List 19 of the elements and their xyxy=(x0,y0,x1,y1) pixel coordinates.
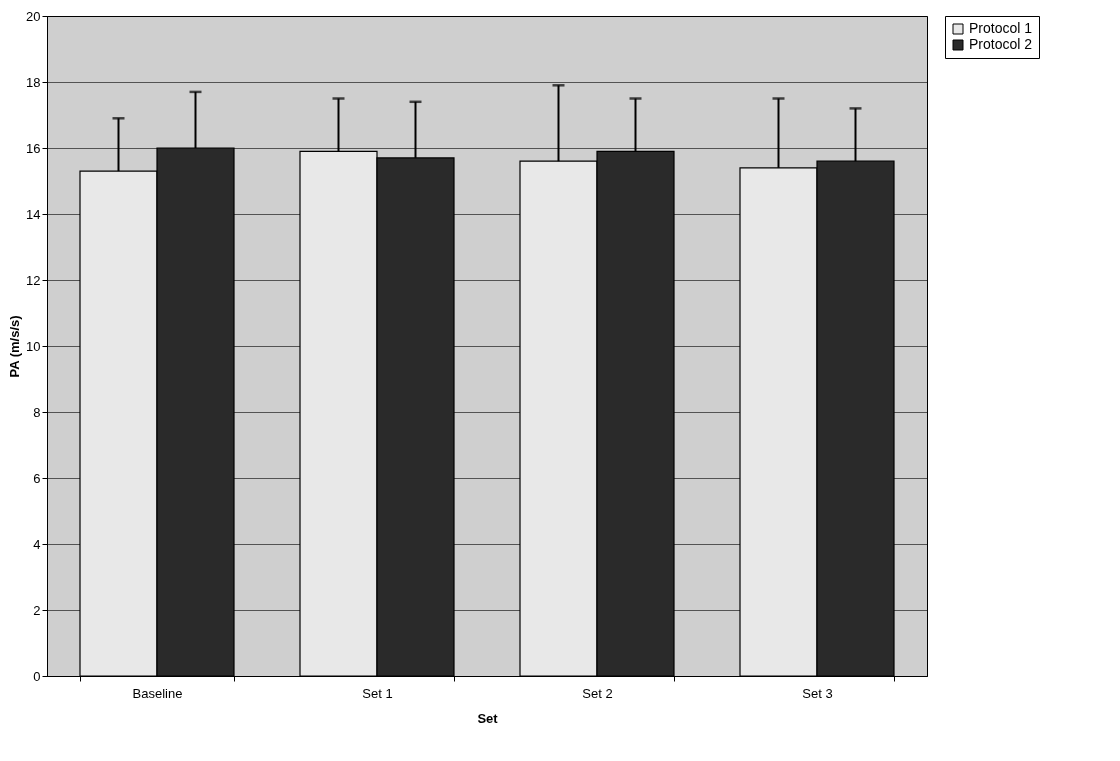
y-tick-label: 20 xyxy=(26,8,41,24)
y-axis-title: PA (m/s/s) xyxy=(7,315,23,378)
y-tick-label: 6 xyxy=(33,470,41,486)
x-tick-label: Set 1 xyxy=(362,685,393,701)
x-tick-label: Set 3 xyxy=(802,685,833,701)
y-tick-label: 16 xyxy=(26,140,41,156)
y-tick-label: 2 xyxy=(33,602,41,618)
x-axis-title: Set xyxy=(477,710,499,726)
legend-label: Protocol 1 xyxy=(969,20,1033,36)
y-tick-label: 18 xyxy=(26,74,41,90)
y-tick-label: 8 xyxy=(33,404,41,420)
y-tick-label: 4 xyxy=(33,536,41,552)
legend-label: Protocol 2 xyxy=(969,36,1033,52)
y-tick-label: 14 xyxy=(26,206,41,222)
y-tick-label: 10 xyxy=(26,338,41,354)
x-tick-label: Baseline xyxy=(132,685,183,701)
y-tick-label: 0 xyxy=(33,668,41,684)
y-tick-label: 12 xyxy=(26,272,41,288)
x-tick-label: Set 2 xyxy=(582,685,613,701)
